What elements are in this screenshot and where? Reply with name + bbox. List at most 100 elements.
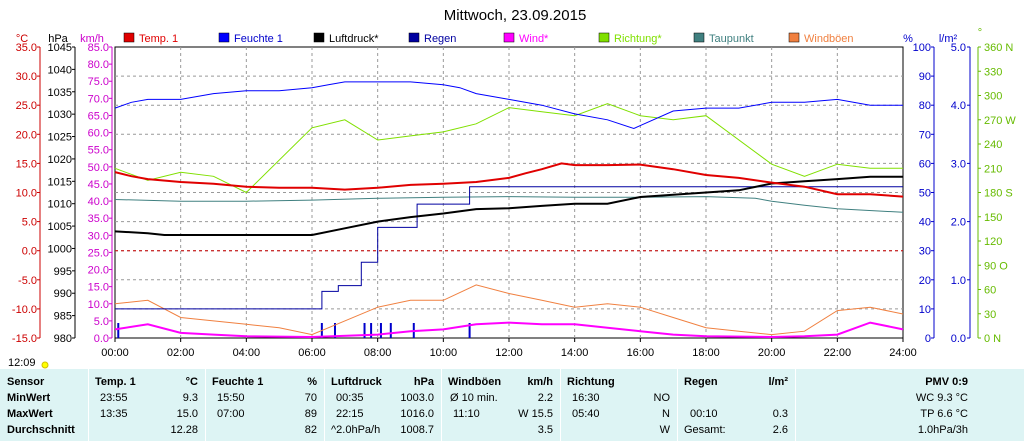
temp-axis-tick-label: 20.0: [16, 129, 37, 141]
header-sensor: Sensor: [7, 376, 45, 388]
temp-max-value: 15.0: [176, 408, 198, 420]
rain-axis-tick-label: 3.0: [951, 158, 966, 170]
dir-max-time: 05:40: [572, 408, 600, 420]
rain-axis-tick-label: 4.0: [951, 100, 966, 112]
row-label-min: MinWert: [7, 392, 51, 404]
temp-axis-tick-label: -15.0: [12, 333, 37, 345]
statistics-table: Sensor Temp. 1 °C Feuchte 1 % Luftdruck …: [0, 369, 1024, 441]
temp-axis-tick-label: 30.0: [16, 71, 37, 83]
wind-axis-tick-label: 5.0: [94, 316, 109, 328]
pressure-axis-tick-label: 1025: [48, 132, 72, 144]
series-luftdruck: [114, 175, 903, 236]
hum-average-value: 82: [304, 424, 317, 436]
temp-axis-tick-label: 0.0: [22, 246, 37, 258]
chart-legend: Temp. 1 Feuchte 1 Luftdruck* Regen Wind* Rich…: [123, 32, 854, 45]
wind-axis-tick-label: 60.0: [88, 128, 109, 140]
direction-axis-tick-label: 240: [984, 139, 1002, 151]
chart-title: Mittwoch, 23.09.2015: [444, 7, 587, 24]
series-richtung: [114, 103, 903, 194]
rain-axis-tick-label: 5.0: [951, 42, 966, 54]
pressure-axis-tick-label: 980: [54, 333, 72, 345]
gust-min-value: 2.2: [537, 392, 553, 404]
rain-max-time: 00:10: [690, 408, 718, 420]
header-hum-unit: %: [307, 376, 317, 388]
pressure-axis-tick-label: 1005: [48, 221, 72, 233]
direction-axis-tick-label: 60: [984, 285, 996, 297]
wind-unit-label: km/h: [80, 33, 104, 45]
legend-swatch: [503, 32, 515, 43]
temp-min-time: 23:55: [100, 392, 128, 404]
legend-label: Windböen: [804, 33, 854, 45]
axis-unit-labels: °C hPa km/h% l/m² °: [16, 27, 982, 45]
humidity-axis-tick-label: 70: [919, 129, 931, 141]
gust-max-value: W 15.5: [518, 408, 553, 420]
legend-swatch: [693, 32, 705, 43]
humidity-axis-tick-label: 0: [925, 333, 931, 345]
wind-axis-tick-label: 80.0: [88, 59, 109, 71]
header-temp: Temp. 1: [95, 376, 136, 388]
direction-unit-label: °: [978, 27, 982, 39]
pressure-axis-tick-label: 1020: [48, 154, 72, 166]
humidity-axis-tick-label: 60: [919, 158, 931, 170]
row-label-max: MaxWert: [7, 408, 53, 420]
wind-axis-tick-label: 50.0: [88, 162, 109, 174]
hum-max-time: 07:00: [217, 408, 245, 420]
pressure-axis-tick-label: 990: [54, 288, 72, 300]
current-time-marker: [41, 361, 49, 369]
axes: 35.0 30.0 25.0 20.0 15.0 10.0 5.0 0.0 -5.0 -10.0 -…: [12, 42, 1016, 359]
dir-max-value: N: [662, 408, 670, 420]
x-tick-label: 12:00: [495, 347, 523, 359]
temp-axis-tick-label: 25.0: [16, 100, 37, 112]
pressure-axis-tick-label: 985: [54, 311, 72, 323]
series-feuchte-1: [114, 81, 903, 130]
humidity-axis-tick-label: 40: [919, 217, 931, 229]
humidity-axis-tick-label: 100: [913, 42, 931, 54]
press-max-time: 22:15: [336, 408, 364, 420]
pressure-axis-tick-label: 1010: [48, 199, 72, 211]
gust-max-time: 11:10: [453, 408, 480, 420]
x-tick-label: 04:00: [233, 347, 261, 359]
x-tick-label: 16:00: [627, 347, 655, 359]
x-tick-label: 14:00: [561, 347, 589, 359]
legend-swatch: [598, 32, 610, 43]
temp-axis-tick-label: -5.0: [18, 275, 37, 287]
rain-max-value: 0.3: [772, 408, 788, 420]
rain-total-label: Gesamt:: [684, 424, 726, 436]
direction-axis-tick-label: 90 O: [984, 260, 1008, 272]
dir-average-value: W: [659, 424, 670, 436]
legend-label: Temp. 1: [139, 33, 178, 45]
direction-axis-tick-label: 210: [984, 163, 1002, 175]
series-taupunkt: [114, 196, 904, 213]
series-layer: [114, 81, 904, 339]
divider: [441, 369, 442, 441]
wind-axis-tick-label: 55.0: [88, 145, 109, 157]
legend-label: Wind*: [519, 33, 549, 45]
press-trend: ^2.0hPa/h: [331, 424, 381, 436]
wind-axis-tick-label: 20.0: [88, 265, 109, 277]
x-tick-label: 00:00: [101, 347, 129, 359]
x-tick-label: 06:00: [298, 347, 326, 359]
direction-axis-tick-label: 270 W: [984, 115, 1016, 127]
wind-axis-tick-label: 70.0: [88, 93, 109, 105]
series-temp-1: [114, 162, 904, 198]
legend-swatch: [313, 32, 325, 43]
series-windb-en: [114, 284, 904, 336]
x-tick-label: 10:00: [430, 347, 458, 359]
divider: [677, 369, 678, 441]
pressure-axis-tick-label: 1045: [48, 42, 72, 54]
legend-label: Regen: [424, 33, 456, 45]
legend-label: Luftdruck*: [329, 33, 379, 45]
divider: [324, 369, 325, 441]
wind-axis-tick-label: 35.0: [88, 213, 109, 225]
x-tick-label: 02:00: [167, 347, 195, 359]
x-tick-label: 22:00: [824, 347, 852, 359]
direction-axis-tick-label: 150: [984, 212, 1002, 224]
direction-axis-tick-label: 30: [984, 309, 996, 321]
wind-axis-tick-label: 30.0: [88, 230, 109, 242]
pressure-axis-tick-label: 1000: [48, 243, 72, 255]
divider: [560, 369, 561, 441]
wind-axis-tick-label: 25.0: [88, 247, 109, 259]
header-dir: Richtung: [567, 376, 615, 388]
hum-min-value: 70: [304, 392, 317, 404]
header-temp-unit: °C: [185, 376, 198, 388]
